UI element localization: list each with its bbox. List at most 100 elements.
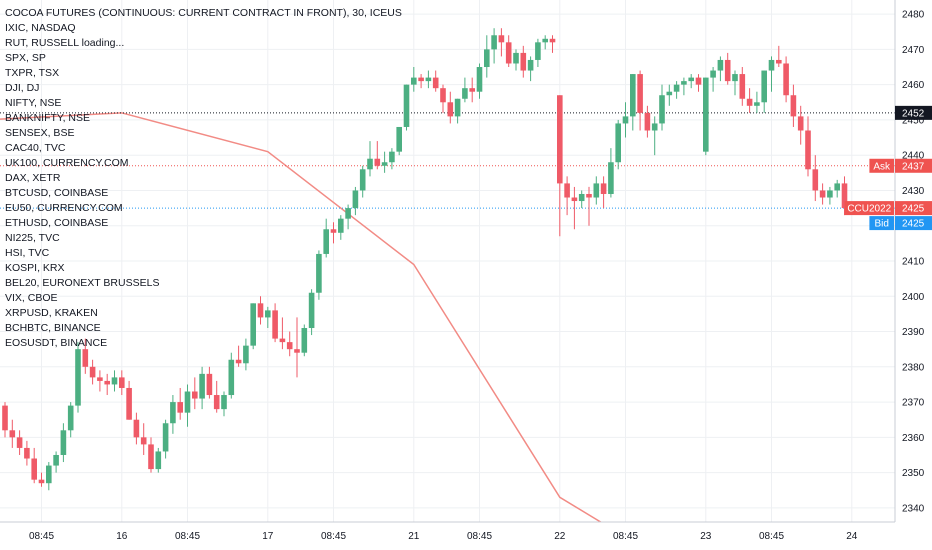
candle-body	[557, 95, 563, 184]
candle-body	[133, 419, 140, 438]
price-label-tag	[869, 158, 894, 173]
x-tick-label: 17	[262, 531, 274, 542]
symbol-legend: COCOA FUTURES (CONTINUOUS: CURRENT CONTR…	[5, 6, 402, 351]
candle-body	[549, 38, 556, 43]
legend-item[interactable]: NIFTY, NSE	[5, 97, 62, 109]
candle-up	[46, 462, 52, 491]
candle-body	[535, 42, 541, 60]
y-tick-label: 2380	[902, 362, 925, 373]
legend-item[interactable]: NI225, TVC	[5, 232, 60, 244]
legend-item[interactable]: VIX, CBOE	[5, 292, 58, 304]
legend-item[interactable]: EU50, CURRENCY.COM	[5, 202, 123, 214]
candle-body	[323, 229, 329, 254]
candle-up	[301, 324, 308, 357]
candle-body	[16, 437, 23, 448]
legend-item[interactable]: SENSEX, BSE	[5, 127, 75, 139]
candle-down	[89, 359, 96, 385]
legend-item[interactable]: KOSPI, KRX	[5, 262, 65, 274]
legend-item[interactable]: UK100, CURRENCY.COM	[5, 157, 129, 169]
candle-up	[659, 84, 665, 131]
price-axis-badge	[895, 201, 932, 216]
legend-item[interactable]: RUT, RUSSELL loading...	[5, 37, 125, 49]
price-axis-badge	[895, 216, 932, 231]
legend-item[interactable]: ETHUSD, COINBASE	[5, 217, 109, 229]
candle-up	[308, 289, 315, 336]
candle-body	[432, 77, 439, 89]
legend-item[interactable]: HSI, TVC	[5, 247, 50, 259]
candle-body	[717, 59, 724, 71]
x-tick-label: 08:45	[29, 531, 54, 542]
candle-up	[221, 391, 227, 417]
candle-down	[2, 402, 8, 438]
candle-up	[630, 74, 636, 131]
legend-item[interactable]: DJI, DJ	[5, 82, 40, 94]
legend-item[interactable]: EOSUSDT, BINANCE	[5, 337, 108, 349]
candle-up	[162, 419, 169, 459]
candle-up	[389, 148, 395, 170]
candle-down	[790, 84, 797, 127]
candle-up	[316, 250, 322, 300]
candle-down	[97, 370, 103, 392]
legend-item[interactable]: SPX, SP	[5, 52, 46, 64]
candle-up	[834, 179, 840, 198]
candle-body	[542, 38, 548, 43]
candle-body	[724, 59, 731, 82]
candle-down	[206, 366, 213, 399]
candle-body	[97, 377, 103, 381]
legend-item[interactable]: BTCUSD, COINBASE	[5, 187, 109, 199]
candle-body	[578, 193, 585, 202]
x-tick-label: 08:45	[467, 531, 492, 542]
candle-body	[352, 190, 359, 209]
candle-down	[746, 88, 753, 113]
candle-body	[761, 70, 767, 103]
legend-item[interactable]: TXPR, TSX	[5, 67, 60, 79]
candle-body	[31, 458, 37, 480]
price-label-tag	[869, 216, 894, 231]
candle-body	[637, 74, 643, 113]
candle-up	[411, 67, 417, 92]
candle-up	[352, 186, 359, 216]
candle-body	[651, 123, 658, 131]
candle-down	[520, 45, 527, 78]
candle-body	[527, 59, 534, 71]
candle-body	[411, 77, 417, 85]
candle-down	[432, 70, 439, 92]
candle-body	[484, 49, 490, 68]
candle-body	[301, 328, 308, 353]
candle-down	[374, 141, 381, 170]
candle-up	[228, 352, 235, 399]
legend-item[interactable]: CAC40, TVC	[5, 142, 66, 154]
candle-down	[104, 373, 110, 396]
y-tick-label: 2410	[902, 257, 925, 268]
candle-body	[454, 98, 461, 117]
legend-item[interactable]: DAX, XETR	[5, 172, 61, 184]
y-tick-label: 2460	[902, 80, 925, 91]
x-tick-label: 08:45	[321, 531, 346, 542]
candle-down	[564, 176, 570, 216]
price-axis-badge-value: 2425	[902, 219, 925, 230]
candle-down	[133, 412, 140, 445]
price-axis-badge-value: 2452	[902, 108, 925, 119]
candle-up	[535, 38, 541, 68]
legend-item[interactable]: BEL20, EURONEXT BRUSSELS	[5, 277, 160, 289]
legend-item[interactable]: BCHBTC, BINANCE	[5, 322, 101, 334]
candle-up	[666, 84, 673, 106]
legend-item[interactable]: BANKNIFTY, NSE	[5, 112, 90, 124]
candle-body	[155, 451, 162, 470]
candle-up	[593, 176, 600, 205]
candle-down	[469, 77, 475, 103]
candle-up	[75, 342, 81, 413]
candle-body	[2, 405, 8, 431]
candle-up	[688, 74, 694, 89]
x-tick-label: 21	[408, 531, 420, 542]
candle-body	[476, 67, 483, 92]
candle-body	[104, 380, 110, 385]
candle-down	[797, 105, 804, 145]
legend-item[interactable]: XRPUSD, KRAKEN	[5, 307, 98, 319]
x-tick-label: 08:45	[613, 531, 638, 542]
candle-down	[294, 317, 300, 378]
legend-item[interactable]: IXIC, NASDAQ	[5, 22, 76, 34]
y-tick-label: 2470	[902, 45, 925, 56]
candle-down	[644, 105, 651, 138]
